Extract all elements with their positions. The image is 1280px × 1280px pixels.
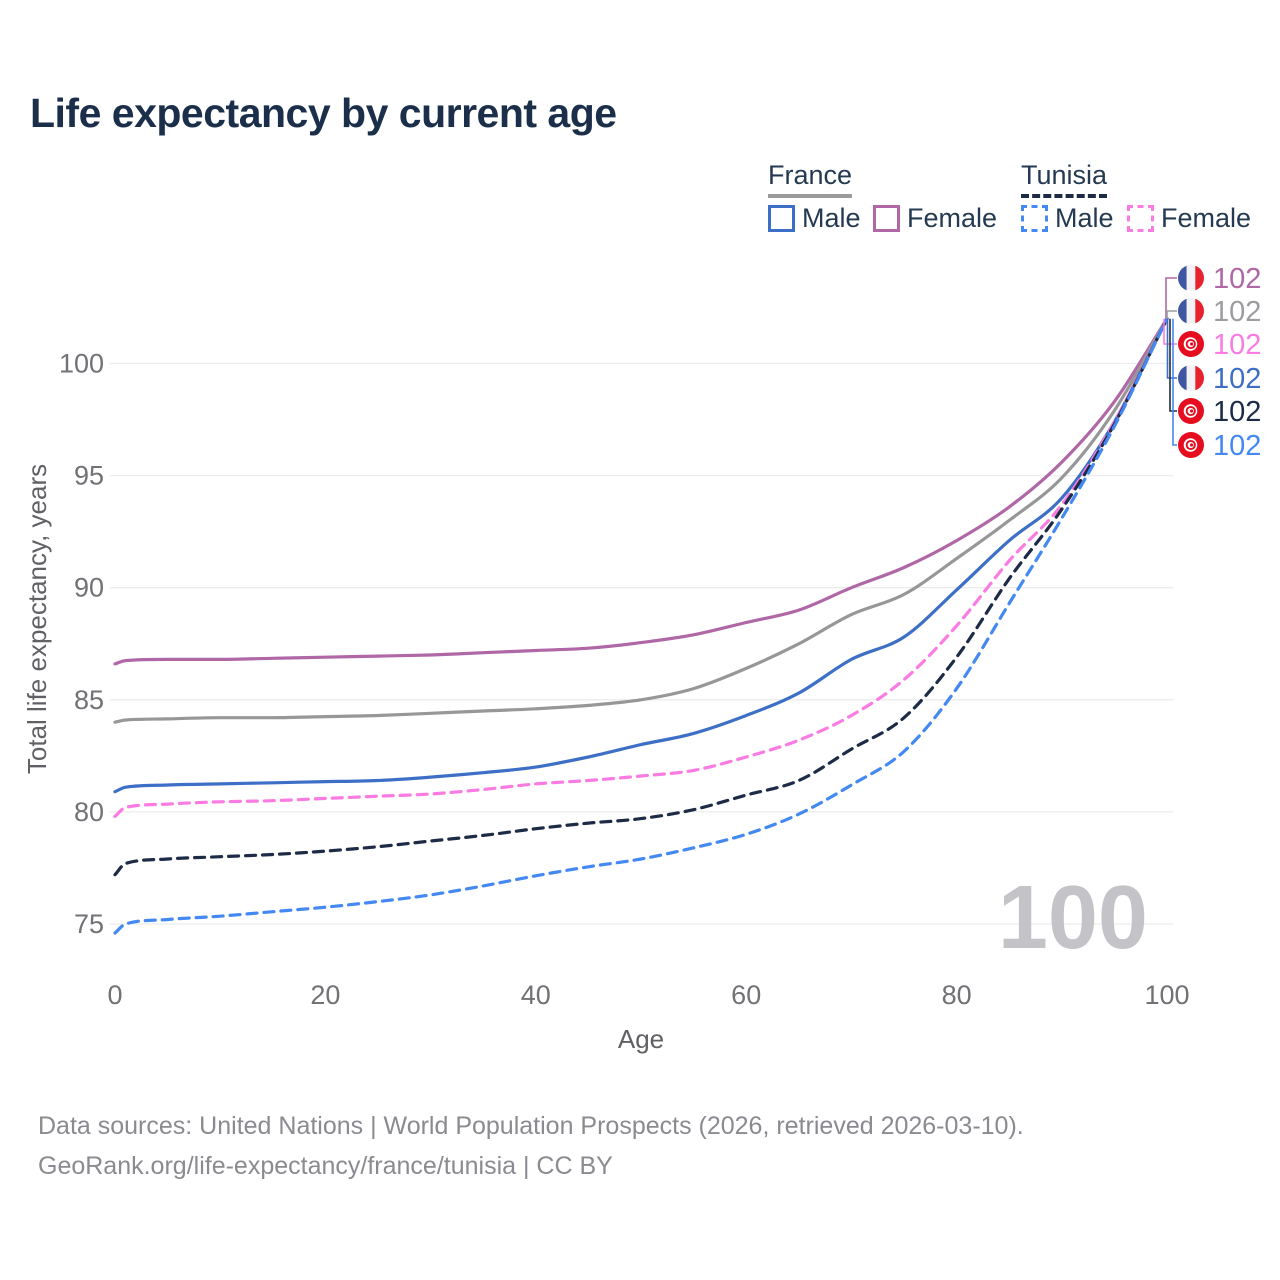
end-value-label-france-male: 102 [1213,363,1261,395]
end-label-leader-line [1166,318,1177,379]
end-value-label-france-both-sexes: 102 [1213,296,1261,328]
x-tick-label: 40 [521,980,551,1010]
legend-item-label: Male [802,203,861,233]
legend-group-france: France [768,160,853,198]
france-flag-icon [1178,265,1204,291]
tunisia-flag-icon [1178,331,1204,357]
tunisia-flag-icon [1178,432,1204,458]
end-value-label-tunisia-both-sexes: 102 [1213,396,1261,428]
y-axis-title: Total life expectancy, years [22,464,52,774]
legend-item-tunisia-female: Female [1127,205,1251,232]
series-line-france-male [113,317,1169,794]
age-counter-watermark: 100 [998,868,1148,968]
y-tick-label: 75 [74,909,104,939]
end-value-label-tunisia-male: 102 [1213,430,1261,462]
y-tick-label: 95 [74,461,104,491]
france-male-swatch-icon [768,205,795,232]
legend-item-tunisia-male: Male [1021,205,1114,232]
end-value-label-tunisia-female: 102 [1213,329,1261,361]
france-flag-icon [1178,298,1204,324]
tunisia-female-swatch-icon [1127,205,1154,232]
legend-item-france-male: Male [768,205,861,232]
series-line-france-female [113,317,1169,666]
y-tick-label: 100 [59,349,104,379]
y-tick-label: 90 [74,573,104,603]
tunisia-male-swatch-icon [1021,205,1048,232]
x-tick-label: 20 [310,980,340,1010]
end-label-leader-line [1172,318,1177,446]
legend-group-tunisia: Tunisia [1021,160,1108,198]
legend-item-france-female: Female [873,205,997,232]
legend-item-label: Female [1161,203,1252,233]
x-tick-label: 80 [942,980,972,1010]
legend-item-label: Male [1055,203,1114,233]
series-line-tunisia-female [113,317,1169,818]
x-axis-title: Age [618,1024,664,1054]
y-tick-label: 80 [74,797,104,827]
end-label-leader-line [1166,310,1177,319]
end-label-leader-line [1169,318,1177,412]
series-line-france-both-sexes [113,317,1169,724]
series-line-tunisia-male [113,317,1169,935]
footer-attribution: GeoRank.org/life-expectancy/france/tunis… [38,1152,613,1180]
end-label-leader-line [1165,277,1177,319]
y-tick-label: 85 [74,685,104,715]
footer-data-sources: Data sources: United Nations | World Pop… [38,1112,1024,1140]
france-female-swatch-icon [873,205,900,232]
x-tick-label: 0 [107,980,122,1010]
x-tick-label: 100 [1144,980,1189,1010]
x-tick-label: 60 [731,980,761,1010]
tunisia-flag-icon [1178,398,1204,424]
end-value-label-france-female: 102 [1213,263,1261,295]
page-title: Life expectancy by current age [30,90,617,136]
series-line-tunisia-both-sexes [113,317,1169,877]
legend-item-label: Female [907,203,998,233]
france-flag-icon [1178,365,1204,391]
